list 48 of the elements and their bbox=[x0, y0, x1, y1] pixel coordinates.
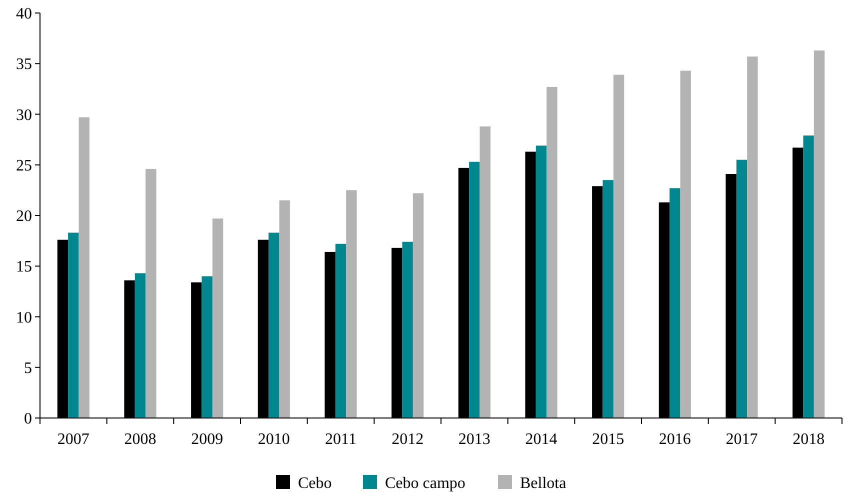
bar bbox=[736, 160, 748, 418]
bar bbox=[335, 244, 346, 418]
y-tick-label: 35 bbox=[16, 56, 32, 74]
bar bbox=[670, 188, 680, 418]
legend-label: Cebo campo bbox=[385, 475, 466, 492]
bar bbox=[68, 232, 79, 418]
bar bbox=[279, 200, 290, 418]
x-tick-label: 2008 bbox=[124, 431, 156, 448]
y-tick-label: 10 bbox=[16, 309, 32, 326]
bar bbox=[346, 190, 357, 418]
bar bbox=[469, 162, 480, 418]
bar bbox=[412, 193, 424, 418]
x-tick-label: 2013 bbox=[458, 431, 490, 448]
y-tick-label: 20 bbox=[16, 208, 32, 226]
y-tick-label: 30 bbox=[16, 106, 32, 124]
bar bbox=[402, 242, 413, 418]
legend-label: Bellota bbox=[520, 475, 566, 492]
x-tick-label: 2015 bbox=[592, 431, 624, 448]
x-tick-label: 2009 bbox=[191, 431, 224, 448]
y-tick-label: 40 bbox=[16, 6, 32, 23]
bar bbox=[212, 218, 224, 418]
y-tick-label: 5 bbox=[24, 360, 32, 377]
x-tick-label: 2014 bbox=[525, 431, 558, 448]
bar bbox=[602, 180, 614, 418]
x-tick-label: 2017 bbox=[726, 431, 758, 448]
y-tick-label: 25 bbox=[16, 157, 32, 174]
bar bbox=[546, 86, 558, 418]
x-tick-label: 2016 bbox=[658, 431, 691, 448]
legend-label: Cebo bbox=[298, 475, 332, 492]
y-tick-label: 0 bbox=[24, 410, 32, 428]
bar bbox=[747, 56, 758, 418]
bar bbox=[78, 117, 90, 418]
x-tick-label: 2018 bbox=[792, 431, 825, 448]
bar bbox=[268, 232, 280, 418]
y-tick-label: 15 bbox=[16, 258, 32, 276]
bar bbox=[680, 70, 691, 418]
x-tick-label: 2011 bbox=[325, 431, 356, 448]
bar bbox=[134, 273, 146, 418]
bar bbox=[146, 168, 156, 418]
x-tick-label: 2012 bbox=[392, 431, 424, 448]
bar bbox=[613, 74, 624, 418]
x-tick-label: 2010 bbox=[258, 431, 290, 448]
bar bbox=[803, 136, 814, 418]
bar bbox=[480, 126, 490, 418]
x-tick-label: 2007 bbox=[57, 431, 90, 448]
bar bbox=[814, 50, 825, 418]
bar bbox=[536, 146, 547, 418]
bar bbox=[202, 276, 212, 418]
